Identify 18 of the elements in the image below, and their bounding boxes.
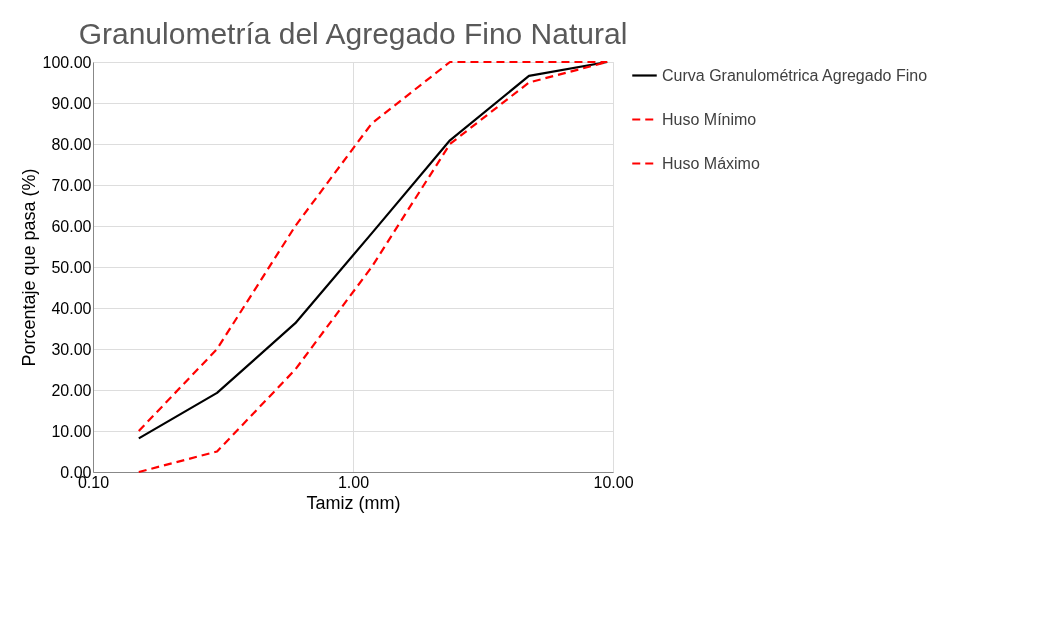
y-axis-title: Porcentaje que pasa (%) (18, 168, 39, 367)
y-tick-label: 50.00 (51, 258, 92, 276)
y-tick-label: 40.00 (51, 299, 92, 317)
x-tick-label: 10.00 (593, 473, 634, 491)
y-tick-label: 30.00 (51, 340, 92, 358)
y-tick-label: 60.00 (51, 217, 92, 235)
legend-label: Huso Máximo (662, 154, 760, 172)
y-tick-label: 20.00 (51, 381, 92, 399)
y-tick-label: 80.00 (51, 135, 92, 153)
chart-title: Granulometría del Agregado Fino Natural (78, 17, 628, 50)
y-tick-label: 10.00 (51, 422, 92, 440)
legend-label: Huso Mínimo (662, 110, 757, 128)
y-tick-label: 70.00 (51, 176, 92, 194)
legend-label: Curva Granulométrica Agregado Fino (662, 66, 928, 84)
y-tick-label: 100.00 (42, 53, 92, 71)
x-axis-title: Tamiz (mm) (306, 492, 401, 513)
y-tick-label: 90.00 (51, 94, 92, 112)
x-tick-label: 1.00 (337, 473, 370, 491)
